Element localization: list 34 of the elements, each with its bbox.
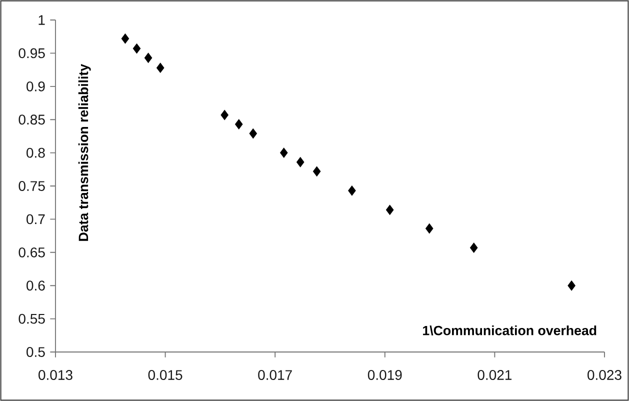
point xyxy=(296,157,304,168)
point xyxy=(568,280,576,291)
y-tick-label: 0.65 xyxy=(18,247,45,258)
point xyxy=(280,148,288,158)
y-tick-label: 1 xyxy=(38,15,45,25)
y-tick-label: 0.85 xyxy=(18,114,45,125)
x-tick-label: 0.017 xyxy=(258,370,292,380)
point xyxy=(121,34,130,44)
x-tick-label: 0.015 xyxy=(148,370,182,380)
y-tick-label: 0.95 xyxy=(18,48,45,58)
point xyxy=(220,110,228,120)
y-axis-title: Data transmission reliability xyxy=(78,64,91,241)
y-tick-label: 0.8 xyxy=(26,148,45,158)
point xyxy=(386,204,394,215)
point xyxy=(156,62,164,73)
point xyxy=(249,128,258,139)
x-tick-label: 0.021 xyxy=(478,370,512,380)
point xyxy=(470,242,478,253)
point xyxy=(234,119,243,130)
point xyxy=(425,223,434,234)
y-tick-label: 0.75 xyxy=(18,181,45,191)
y-tick-label: 0.7 xyxy=(26,214,45,224)
point xyxy=(312,166,321,176)
x-tick-label: 0.019 xyxy=(368,370,402,380)
point xyxy=(348,186,356,196)
point xyxy=(132,43,141,54)
x-tick-label: 0.023 xyxy=(588,370,622,380)
y-tick-label: 0.5 xyxy=(26,347,45,357)
x-axis-title: 1\Communication overhead xyxy=(423,325,596,336)
x-tick-label: 0.013 xyxy=(38,370,72,380)
point xyxy=(144,52,152,63)
y-tick-label: 0.6 xyxy=(26,280,45,291)
y-tick-label: 0.55 xyxy=(18,314,45,324)
y-tick-label: 0.9 xyxy=(26,81,45,92)
